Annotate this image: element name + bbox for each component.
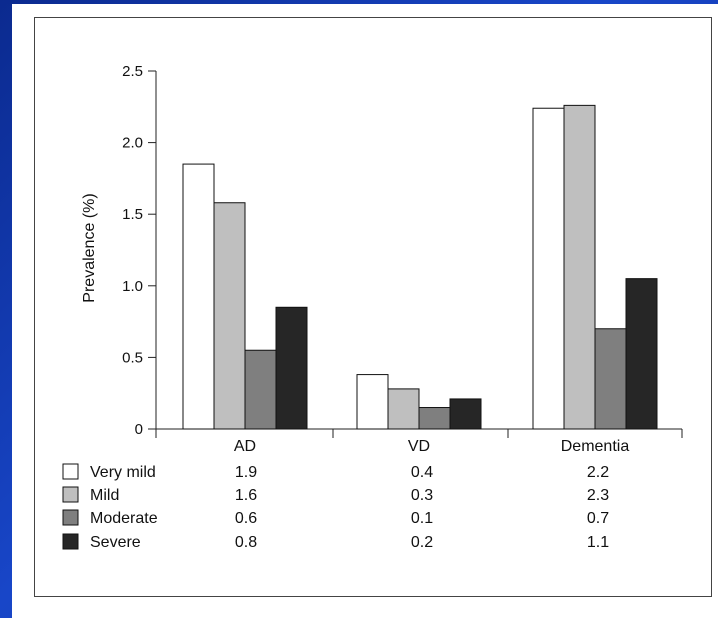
- table-value: 0.3: [411, 487, 433, 504]
- table-value: 0.1: [411, 510, 433, 527]
- y-tick-label: 0.5: [122, 349, 143, 366]
- legend-swatch: [62, 533, 79, 550]
- table-value: 0.6: [235, 510, 257, 527]
- table-value: 0.8: [235, 534, 257, 551]
- y-axis-label: Prevalence (%): [81, 193, 98, 302]
- bar-vd-moderate: [418, 407, 451, 430]
- bar-ad-very-mild: [182, 163, 215, 430]
- bar-vd-very-mild: [356, 374, 389, 430]
- x-category-label: AD: [234, 438, 256, 455]
- bar-ad-moderate: [244, 349, 277, 430]
- bar-ad-mild: [213, 202, 246, 430]
- legend-label: Severe: [90, 534, 141, 551]
- table-value: 1.6: [235, 487, 257, 504]
- table-value: 1.9: [235, 464, 257, 481]
- table-value: 0.4: [411, 464, 433, 481]
- bar-vd-mild: [387, 388, 420, 430]
- bar-dementia-moderate: [594, 328, 627, 430]
- legend-table: Very mild 1.9 0.4 2.2 Mild 1.6 0.3 2.3 Moderate 0…: [62, 463, 609, 551]
- y-tick-label: 2.5: [122, 63, 143, 80]
- tick-labels: 0 0.5 1.0 1.5 2.0 2.5 AD VD Dementia: [122, 63, 629, 455]
- legend-swatch: [62, 509, 79, 526]
- table-value: 1.1: [587, 534, 609, 551]
- table-value: 0.2: [411, 534, 433, 551]
- legend-label: Moderate: [90, 510, 158, 527]
- bar-dementia-severe: [625, 278, 658, 430]
- x-category-label: Dementia: [561, 438, 630, 455]
- y-tick-label: 2.0: [122, 135, 143, 152]
- y-tick-label: 1.5: [122, 206, 143, 223]
- y-tick-label: 1.0: [122, 278, 143, 295]
- table-value: 2.3: [587, 487, 609, 504]
- legend-swatch: [62, 486, 79, 503]
- bar-ad-severe: [275, 306, 308, 430]
- bar-dementia-mild: [563, 104, 596, 430]
- legend-label: Mild: [90, 487, 119, 504]
- bar-vd-severe: [449, 398, 482, 430]
- bars: [182, 104, 658, 430]
- slide-panel: [12, 4, 718, 618]
- figure-frame: [34, 17, 712, 597]
- legend-label: Very mild: [90, 464, 156, 481]
- legend-swatch: [62, 463, 79, 480]
- table-value: 0.7: [587, 510, 609, 527]
- x-category-label: VD: [408, 438, 430, 455]
- table-value: 2.2: [587, 464, 609, 481]
- y-tick-label: 0: [135, 421, 143, 438]
- bar-dementia-very-mild: [532, 107, 565, 430]
